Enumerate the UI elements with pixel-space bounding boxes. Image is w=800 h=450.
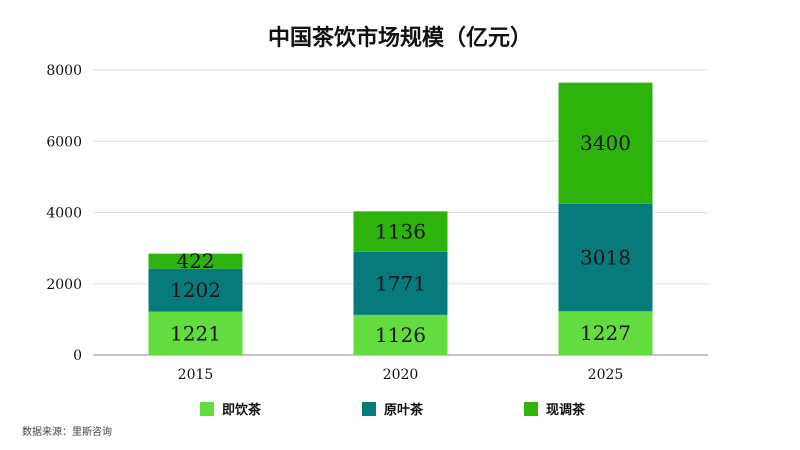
chart-title: 中国茶饮市场规模（亿元） xyxy=(268,25,532,51)
data-label: 422 xyxy=(176,249,214,273)
bar-segment xyxy=(353,211,448,252)
legend-swatch xyxy=(362,402,376,416)
legend-label: 现调茶 xyxy=(546,402,586,418)
bar-segment xyxy=(558,311,653,355)
y-axis: 0 2000 4000 6000 8000 xyxy=(46,63,82,364)
y-tick-label: 4000 xyxy=(46,206,82,222)
data-label: 3400 xyxy=(580,131,631,155)
data-label: 1227 xyxy=(580,321,631,345)
legend-item: 现调茶 xyxy=(524,402,586,418)
legend-swatch xyxy=(200,402,214,416)
y-tick-label: 8000 xyxy=(46,63,82,79)
data-label: 3018 xyxy=(580,246,631,270)
data-label: 1136 xyxy=(375,220,426,244)
data-label: 1221 xyxy=(170,321,221,345)
x-tick-label: 2015 xyxy=(178,367,214,383)
legend-label: 即饮茶 xyxy=(222,402,262,418)
data-label: 1771 xyxy=(375,271,426,295)
data-label: 1202 xyxy=(170,278,221,302)
x-tick-label: 2025 xyxy=(588,367,624,383)
legend-label: 原叶茶 xyxy=(384,402,424,418)
bar-segment xyxy=(353,314,448,355)
x-tick-label: 2020 xyxy=(383,367,419,383)
bar-segment xyxy=(148,253,243,269)
bar-segment xyxy=(148,268,243,312)
bar-segment xyxy=(558,82,653,204)
legend: 即饮茶 原叶茶 现调茶 xyxy=(200,402,586,418)
bar-segment xyxy=(353,251,448,315)
y-tick-label: 6000 xyxy=(46,134,82,150)
legend-swatch xyxy=(524,402,538,416)
bar-segment xyxy=(148,311,243,355)
legend-item: 原叶茶 xyxy=(362,402,424,418)
y-tick-label: 0 xyxy=(73,348,82,364)
x-axis: 2015 2020 2025 xyxy=(178,367,624,383)
bars xyxy=(148,82,653,355)
data-labels: 1221 1202 422 1126 1771 1136 1227 3018 3400 xyxy=(170,131,631,347)
legend-item: 即饮茶 xyxy=(200,402,262,418)
source-note: 数据来源：里斯咨询 xyxy=(22,427,112,438)
data-label: 1126 xyxy=(375,323,426,347)
bar-segment xyxy=(558,203,653,312)
y-tick-label: 2000 xyxy=(46,277,82,293)
